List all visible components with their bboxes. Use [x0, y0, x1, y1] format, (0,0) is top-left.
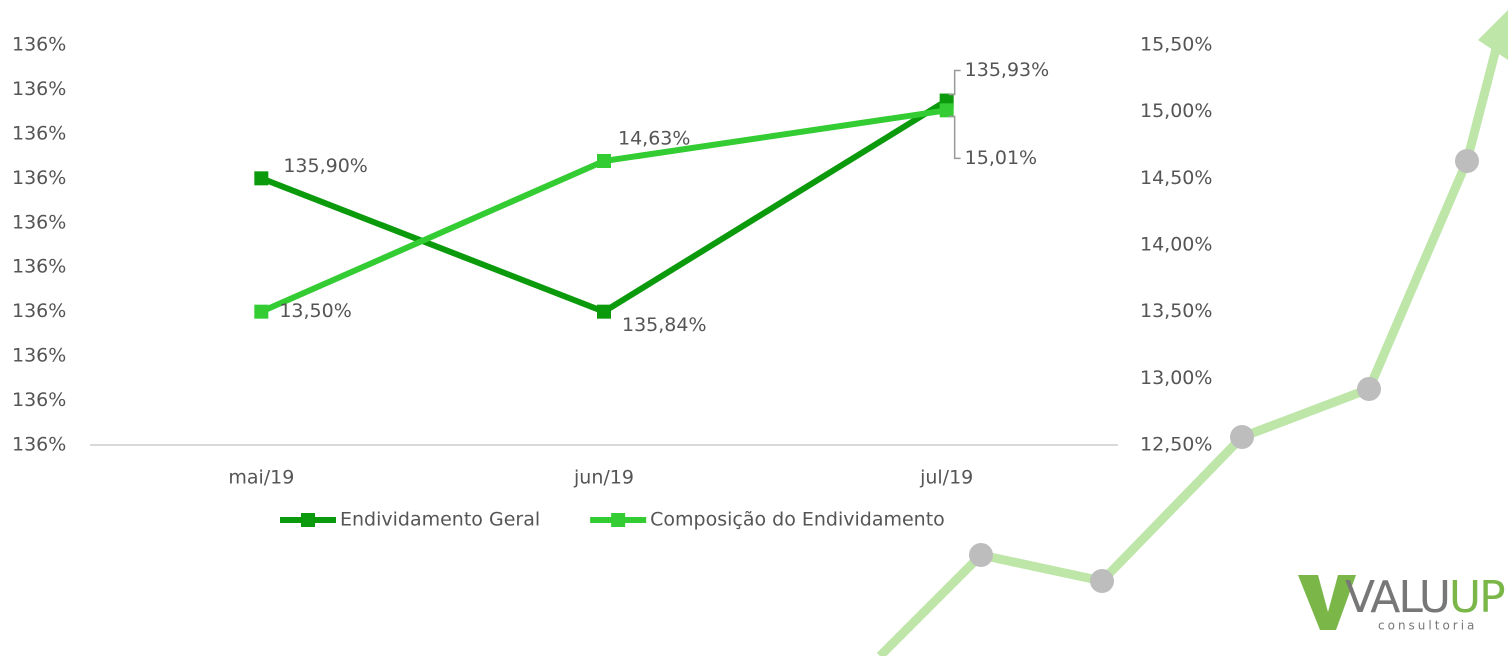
y-tick-label: 136% — [12, 345, 66, 367]
background-decoration — [876, 10, 1508, 656]
decor-line — [876, 43, 1502, 656]
decor-dot — [969, 543, 993, 567]
y-tick-label: 136% — [12, 300, 66, 322]
legend-swatch-marker — [301, 513, 315, 527]
logo-text: VALUUP — [1345, 572, 1505, 623]
series-line — [260, 98, 949, 316]
decor-arrow — [1478, 10, 1508, 60]
logo-tagline: consultoria — [1378, 619, 1477, 633]
point-marker — [254, 171, 269, 186]
point-marker — [597, 154, 611, 168]
leader-line — [948, 115, 961, 160]
decor-dot — [1357, 377, 1381, 401]
y-tick-label: 136% — [12, 211, 66, 233]
logo-part: UP — [1449, 572, 1505, 623]
point-marker — [939, 103, 954, 118]
legend-swatch-marker — [611, 513, 626, 527]
y-tick-label: 136% — [12, 389, 66, 411]
y-tick-label: 136% — [12, 122, 66, 144]
series-line — [260, 107, 948, 315]
x-tick-label: jun/19 — [573, 467, 634, 489]
y-tick-label: 136% — [12, 78, 66, 100]
x-tick-label: jul/19 — [919, 467, 973, 489]
data-label: 13,50% — [279, 300, 351, 322]
y-tick-label: 136% — [12, 167, 66, 189]
logo-icon — [1298, 575, 1356, 630]
y2-tick-label: 13,00% — [1140, 367, 1212, 389]
logo: VALUUP consultoria — [1298, 572, 1507, 633]
data-label: 135,93% — [965, 59, 1050, 81]
logo-part: VALU — [1345, 572, 1449, 623]
point-marker — [597, 304, 611, 319]
y2-tick-label: 15,00% — [1140, 100, 1212, 122]
y-tick-label: 136% — [12, 256, 66, 278]
point-marker — [254, 304, 269, 319]
y2-tick-label: 15,50% — [1140, 34, 1212, 56]
data-label: 135,90% — [283, 155, 368, 177]
y2-tick-label: 12,50% — [1140, 434, 1212, 456]
data-label: 15,01% — [965, 147, 1037, 169]
decor-dot — [1230, 425, 1254, 449]
y2-tick-label: 14,00% — [1140, 234, 1212, 256]
leader-line — [948, 69, 961, 96]
legend-label: Composição do Endividamento — [650, 509, 945, 531]
x-tick-label: mai/19 — [228, 467, 294, 489]
decor-dot — [1455, 149, 1479, 173]
y2-tick-label: 13,50% — [1140, 300, 1212, 322]
decor-dot — [1090, 569, 1114, 593]
legend-label: Endividamento Geral — [340, 509, 540, 531]
data-label: 135,84% — [622, 314, 707, 336]
y-tick-label: 136% — [12, 434, 66, 456]
data-label: 14,63% — [618, 128, 690, 150]
y2-tick-label: 14,50% — [1140, 167, 1212, 189]
y-tick-label: 136% — [12, 34, 66, 56]
